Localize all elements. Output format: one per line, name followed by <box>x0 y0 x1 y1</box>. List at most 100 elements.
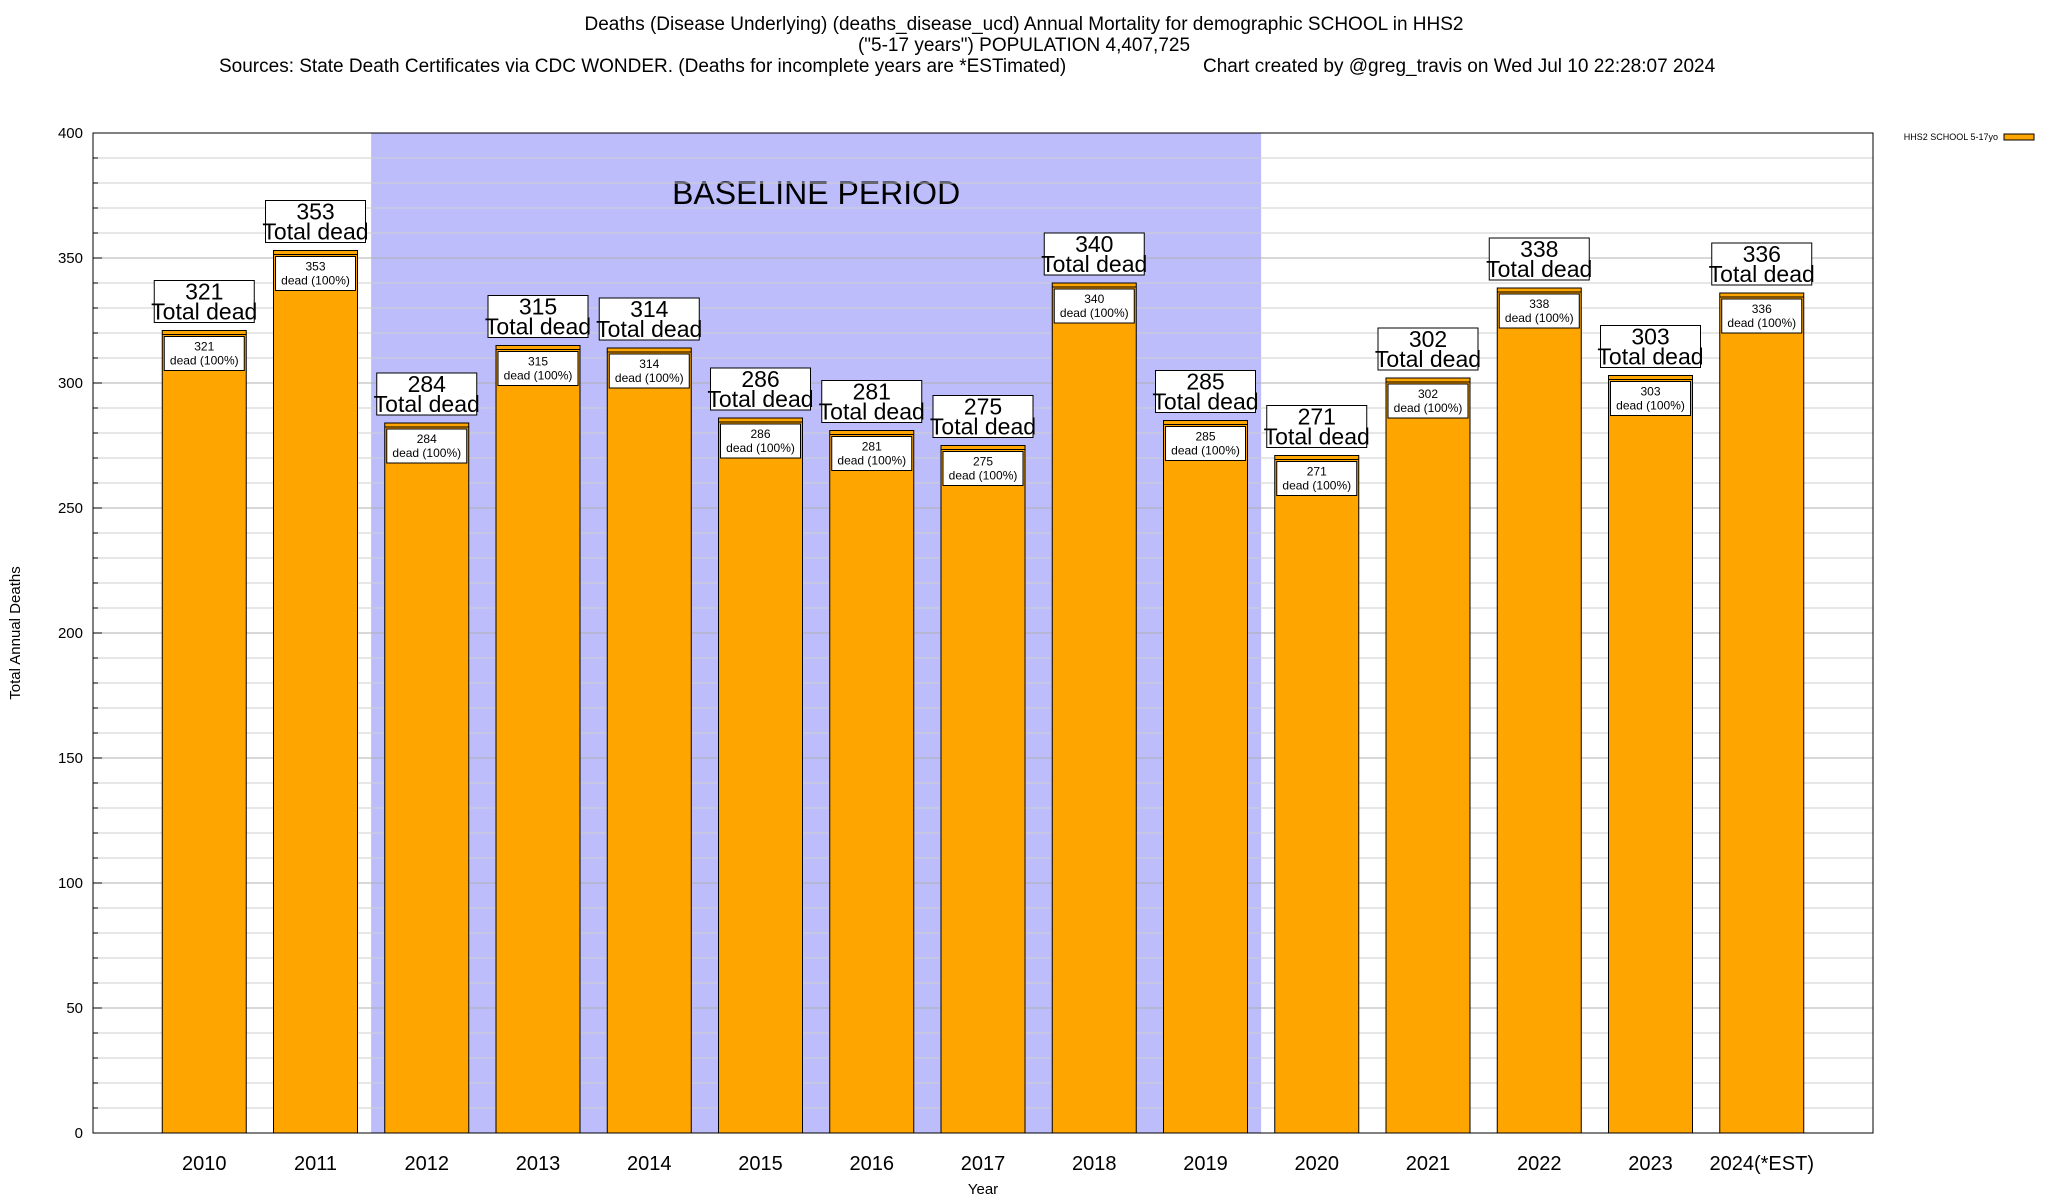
bar-total-label-box <box>487 295 589 338</box>
bar <box>1051 282 1137 1134</box>
bar-inner-value: 314 <box>639 357 659 371</box>
bar-total-caption: Total dead <box>819 399 925 425</box>
bar-inner-caption: dead (100%) <box>170 354 239 368</box>
bar-inner-caption: dead (100%) <box>726 441 795 455</box>
y-tick-label: 100 <box>58 875 83 892</box>
bar-total-caption: Total dead <box>1152 389 1258 415</box>
bar-inner-label-box <box>275 256 356 291</box>
x-tick-label: 2022 <box>1517 1153 1562 1175</box>
bar-inner-label-box <box>1053 288 1135 324</box>
bar-total-caption: Total dead <box>596 316 702 342</box>
bar-inner-label-box <box>1387 383 1469 419</box>
bar-inner-value: 353 <box>305 260 325 274</box>
y-tick-label: 150 <box>58 750 83 767</box>
bar-inner-label-box <box>720 423 801 459</box>
bar-total-value: 321 <box>185 279 223 305</box>
bar-total-label-box <box>376 372 478 416</box>
bar-inner-value: 271 <box>1307 465 1327 479</box>
bar-total-label-box <box>710 367 811 411</box>
bar-inner-caption: dead (100%) <box>281 274 350 288</box>
bar-inner-value: 303 <box>1640 385 1660 399</box>
bar-total-label-box <box>1711 242 1813 286</box>
bar-total-value: 286 <box>741 366 779 392</box>
bar <box>1274 455 1360 1134</box>
y-tick-label: 200 <box>58 625 83 642</box>
bar-inner-caption: dead (100%) <box>392 446 461 460</box>
bar-total-value: 281 <box>853 379 891 405</box>
bar-total-caption: Total dead <box>1709 261 1815 287</box>
x-tick-label: 2010 <box>182 1153 227 1175</box>
bar-inner-label-box <box>497 351 579 386</box>
bar-inner-label-box <box>1165 426 1246 461</box>
bar-inner-label-box <box>942 451 1024 486</box>
plot-border <box>92 132 1874 1134</box>
bar-total-label-box <box>1266 405 1368 448</box>
bar-inner-value: 338 <box>1529 297 1549 311</box>
bar-total-caption: Total dead <box>1041 251 1147 277</box>
bar-inner-value: 285 <box>1195 430 1215 444</box>
bar-inner-value: 315 <box>528 355 548 369</box>
bar-inner-caption: dead (100%) <box>1282 479 1351 493</box>
bar-total-caption: Total dead <box>1486 256 1592 282</box>
bar <box>384 422 470 1134</box>
chart-credit: Chart created by @greg_travis on Wed Jul… <box>1203 56 1716 77</box>
legend-swatch <box>2003 133 2035 141</box>
bar-inner-caption: dead (100%) <box>1505 311 1574 325</box>
bar-inner-value: 340 <box>1084 292 1104 306</box>
chart-title: Deaths (Disease Underlying) (deaths_dise… <box>0 14 2048 56</box>
bar-total-label-box <box>1155 370 1256 413</box>
bar-inner-caption: dead (100%) <box>1727 316 1796 330</box>
bar-inner-label-box <box>1498 293 1580 329</box>
bar-inner-value: 302 <box>1418 387 1438 401</box>
baseline-period-label: BASELINE PERIOD <box>672 175 960 211</box>
bar <box>829 430 915 1134</box>
bar <box>1163 420 1248 1134</box>
bar-inner-value: 321 <box>194 340 214 354</box>
bar-inner-caption: dead (100%) <box>837 454 906 468</box>
bar <box>1385 377 1471 1134</box>
x-tick-label: 2017 <box>961 1153 1006 1175</box>
bar-total-caption: Total dead <box>374 391 480 417</box>
bar-inner-label-box <box>608 353 690 389</box>
bar-total-value: 275 <box>964 394 1002 420</box>
bar-total-label-box <box>1377 327 1479 371</box>
bar-inner-caption: dead (100%) <box>949 469 1018 483</box>
bar-total-value: 314 <box>630 296 669 322</box>
bar-total-label-box <box>821 380 923 423</box>
y-axis-title: Total Annual Deaths <box>7 566 24 699</box>
x-tick-label: 2015 <box>738 1153 783 1175</box>
x-tick-label: 2016 <box>850 1153 895 1175</box>
chart-sources: Sources: State Death Certificates via CD… <box>219 56 1067 77</box>
bar-total-caption: Total dead <box>1597 344 1703 370</box>
bar-total-value: 303 <box>1631 324 1669 350</box>
bar <box>606 347 692 1134</box>
bar-total-value: 284 <box>408 371 447 397</box>
bar <box>273 250 358 1134</box>
bar-total-caption: Total dead <box>485 314 591 340</box>
bar-total-value: 271 <box>1298 404 1336 430</box>
bar-total-label-box <box>932 395 1034 438</box>
bar-inner-caption: dead (100%) <box>1060 306 1129 320</box>
bar-total-value: 285 <box>1186 369 1224 395</box>
y-tick-label: 400 <box>58 125 83 142</box>
y-tick-label: 350 <box>58 250 83 267</box>
bar-inner-label-box <box>1721 298 1803 334</box>
bar-total-label-box <box>265 200 366 243</box>
bar-total-label-box <box>1488 237 1590 281</box>
bar-inner-label-box <box>831 436 913 471</box>
x-axis-title: Year <box>968 1181 998 1198</box>
bar-inner-label-box <box>386 428 468 464</box>
chart-title-line-2: ("5-17 years") POPULATION 4,407,725 <box>857 35 1191 56</box>
bar <box>940 445 1026 1134</box>
bar-inner-value: 281 <box>862 440 882 454</box>
legend-label: HHS2 SCHOOL 5-17yo <box>1904 132 1998 142</box>
y-tick-label: 250 <box>58 500 83 517</box>
x-tick-label: 2019 <box>1183 1153 1228 1175</box>
chart-title-line-1: Deaths (Disease Underlying) (deaths_dise… <box>584 14 1464 35</box>
bar-inner-label-box <box>1276 461 1358 496</box>
x-tick-label: 2011 <box>294 1153 337 1175</box>
bar-total-value: 315 <box>519 294 557 320</box>
bar-total-value: 340 <box>1075 231 1113 257</box>
bar-inner-caption: dead (100%) <box>1171 444 1240 458</box>
